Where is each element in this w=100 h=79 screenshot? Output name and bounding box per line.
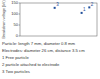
note: Particle: length 7 mm, diameter 0.8 mm — [2, 41, 76, 46]
y-tick-label: 150 — [11, 0, 18, 5]
note: 3 Two particles — [2, 69, 30, 74]
plot-frame — [20, 3, 97, 36]
y-tick — [19, 36, 21, 37]
point-label: 1 — [83, 7, 86, 12]
y-tick — [19, 14, 21, 15]
y-tick-label: 50 — [14, 22, 19, 27]
chart: 0 50 100 150 Breakdown voltage (kV) 12 3 Partic… — [0, 0, 100, 79]
y-axis-label: Breakdown voltage (kV) — [2, 0, 6, 38]
note: Electrodes: diameter 26 cm, distance 3.5… — [2, 48, 85, 53]
point-label: 3 — [56, 2, 59, 7]
note: 1 Free particle — [2, 55, 29, 60]
y-tick-label: 0 — [16, 33, 19, 38]
point-label: 2 — [91, 2, 94, 7]
note: 2 particle attached to electrode — [2, 62, 60, 67]
marks — [54, 6, 91, 13]
y-tick — [19, 3, 21, 4]
chart-root: 0 50 100 150 Breakdown voltage (kV) 12 3 Partic… — [0, 0, 100, 79]
y-tick — [19, 25, 21, 26]
y-tick-label: 100 — [11, 11, 18, 16]
